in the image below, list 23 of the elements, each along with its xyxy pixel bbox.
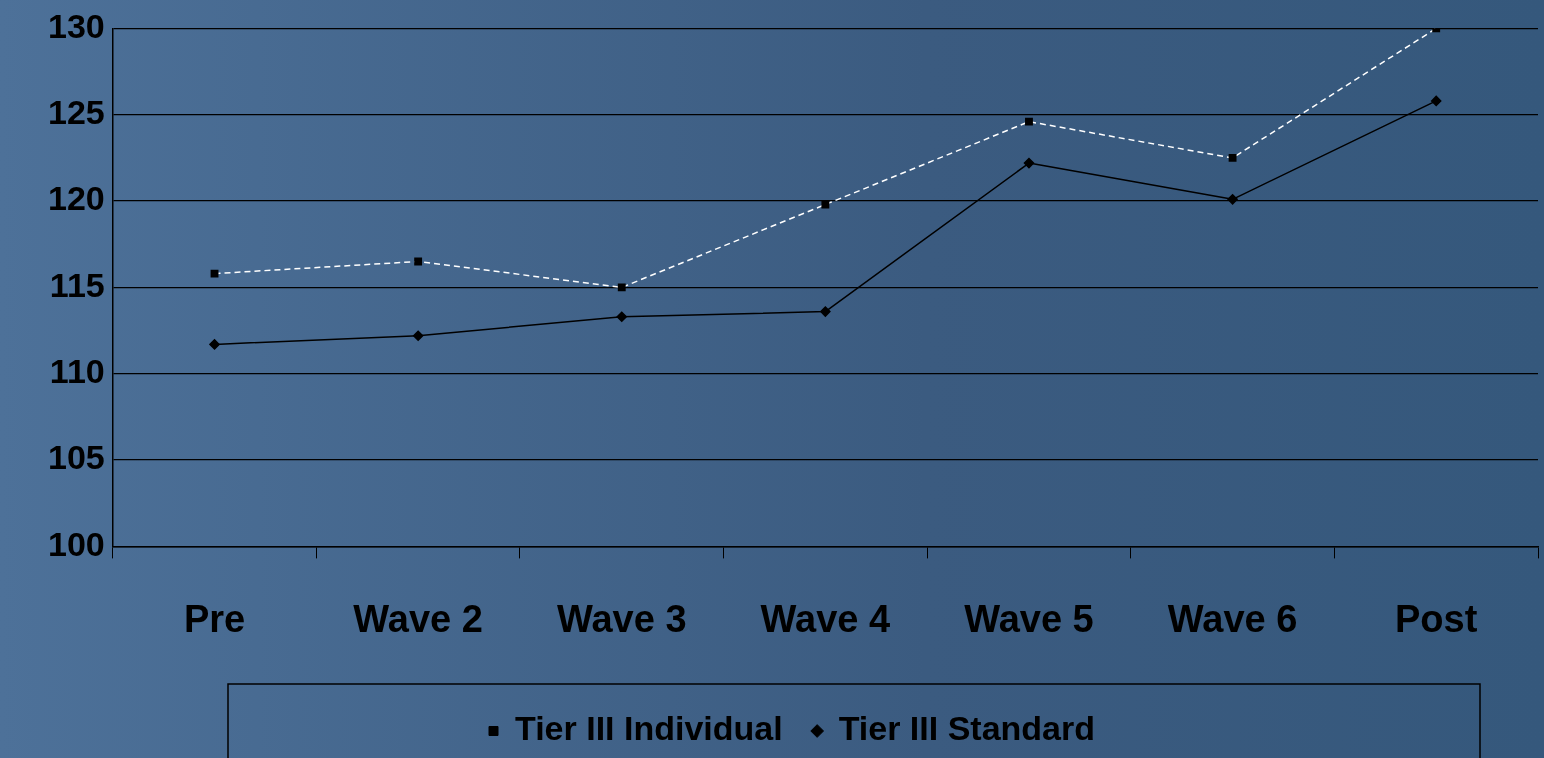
y-tick-label: 100 <box>47 524 105 563</box>
point <box>1430 95 1442 107</box>
x-tick-label: Wave 6 <box>1167 597 1298 640</box>
y-tick-label: 130 <box>47 6 105 45</box>
point <box>412 330 424 341</box>
y-tick-label: 125 <box>47 93 105 132</box>
point <box>1023 157 1035 169</box>
y-tick-label: 120 <box>47 179 105 218</box>
point <box>209 339 220 350</box>
x-tick-label: Post <box>1395 597 1478 640</box>
point <box>820 306 831 317</box>
x-tick-label: Pre <box>183 597 246 640</box>
y-tick-label: 115 <box>49 265 105 304</box>
y-tick-label: 110 <box>49 352 105 391</box>
y-tick-label: 105 <box>47 438 105 477</box>
x-tick-label: Wave 4 <box>760 597 891 640</box>
point <box>616 311 627 322</box>
point <box>1227 194 1238 205</box>
x-tick-label: Wave 2 <box>353 597 483 640</box>
x-tick-label: Wave 3 <box>556 597 687 640</box>
legend-label: Tier III Standard <box>838 709 1095 748</box>
x-tick-label: Wave 5 <box>964 597 1094 640</box>
legend-label: Tier III Individual <box>515 709 783 748</box>
